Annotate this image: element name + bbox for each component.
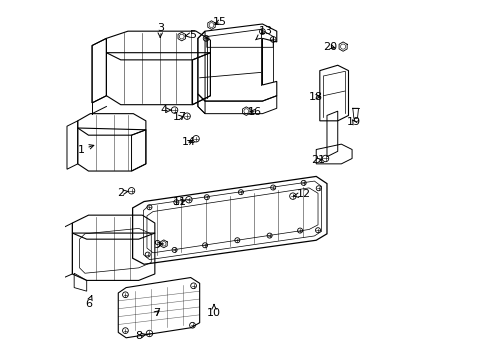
Text: 20: 20	[323, 42, 337, 51]
Text: 5: 5	[184, 30, 196, 40]
Text: 10: 10	[206, 305, 221, 318]
Text: 19: 19	[346, 117, 360, 127]
Text: 18: 18	[308, 92, 323, 102]
Text: 1: 1	[78, 144, 94, 154]
Text: 17: 17	[173, 112, 186, 122]
Text: 21: 21	[310, 155, 325, 165]
Text: 9: 9	[153, 239, 163, 249]
Text: 7: 7	[153, 308, 160, 318]
Text: 11: 11	[173, 197, 186, 207]
Text: 16: 16	[248, 107, 262, 117]
Text: 12: 12	[293, 189, 310, 199]
Text: 4: 4	[160, 105, 171, 115]
Text: 3: 3	[157, 23, 163, 37]
Text: 13: 13	[255, 26, 272, 40]
Text: 6: 6	[85, 296, 92, 309]
Text: 8: 8	[135, 331, 146, 341]
Text: 15: 15	[212, 17, 226, 27]
Text: 2: 2	[117, 188, 128, 198]
Text: 14: 14	[182, 138, 196, 147]
